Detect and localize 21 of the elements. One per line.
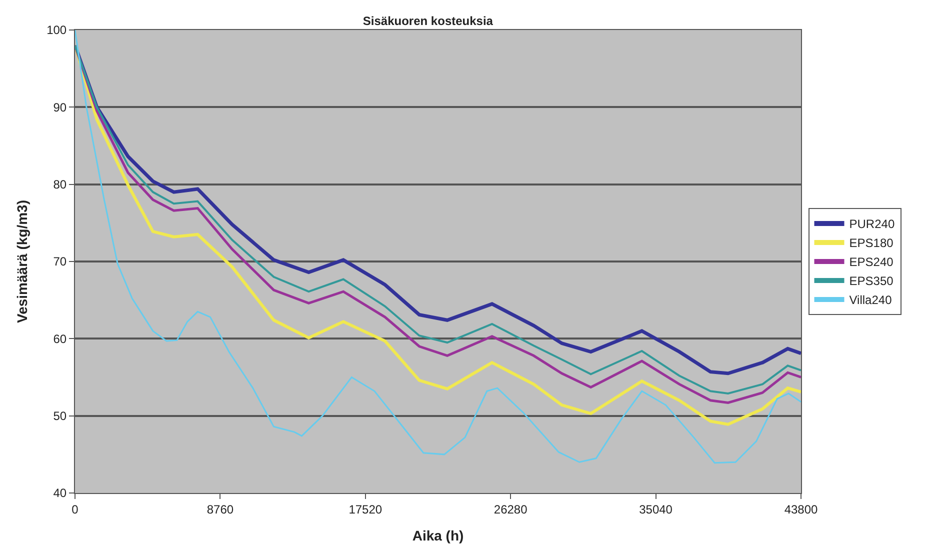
legend-label: EPS350	[849, 274, 894, 288]
x-tick-label: 17520	[348, 502, 382, 516]
chart-title: Sisäkuoren kosteuksia	[362, 14, 494, 28]
x-tick-label: 43800	[784, 502, 818, 516]
legend-label: PUR240	[849, 217, 895, 232]
legend-label: EPS240	[849, 255, 894, 270]
y-tick-label: 50	[53, 409, 67, 424]
y-axis-title: Vesimäärä (kg/m3)	[14, 200, 30, 323]
x-tick-label: 35040	[639, 502, 673, 516]
y-tick-label: 70	[53, 254, 67, 269]
y-tick-label: 90	[53, 100, 67, 114]
y-tick-label: 80	[53, 178, 67, 192]
y-tick-label: 100	[46, 23, 67, 38]
y-tick-label: 60	[53, 332, 67, 346]
legend-label: Villa240	[849, 293, 892, 308]
x-axis-title: Aika (h)	[412, 528, 464, 544]
x-tick-label: 0	[72, 502, 79, 516]
x-tick-label: 8760	[206, 502, 234, 516]
legend-label: EPS180	[849, 236, 894, 250]
x-tick-label: 26280	[494, 502, 528, 516]
y-tick-label: 40	[53, 486, 67, 500]
